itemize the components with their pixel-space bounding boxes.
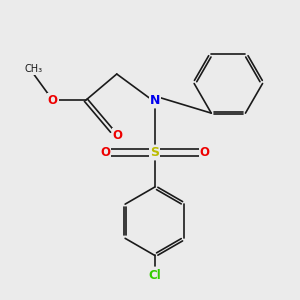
Text: N: N bbox=[150, 94, 160, 106]
Text: Cl: Cl bbox=[148, 269, 161, 282]
Text: O: O bbox=[48, 94, 58, 106]
Text: O: O bbox=[113, 129, 123, 142]
Text: O: O bbox=[100, 146, 110, 159]
Text: CH₃: CH₃ bbox=[25, 64, 43, 74]
Text: O: O bbox=[200, 146, 210, 159]
Text: S: S bbox=[150, 146, 159, 159]
